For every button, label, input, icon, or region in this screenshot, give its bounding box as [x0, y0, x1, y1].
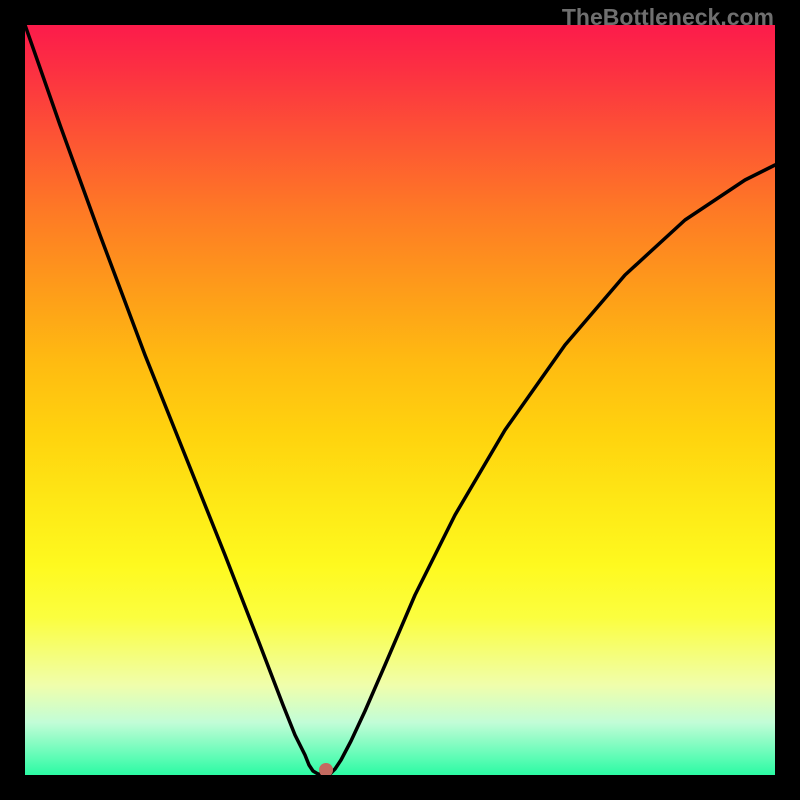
curve-left-branch	[25, 25, 325, 774]
chart-frame: TheBottleneck.com	[0, 0, 800, 800]
curve-minimum-marker	[319, 763, 333, 775]
curve-right-branch	[325, 165, 775, 774]
curve-svg	[25, 25, 775, 775]
gradient-plot-area	[25, 25, 775, 775]
